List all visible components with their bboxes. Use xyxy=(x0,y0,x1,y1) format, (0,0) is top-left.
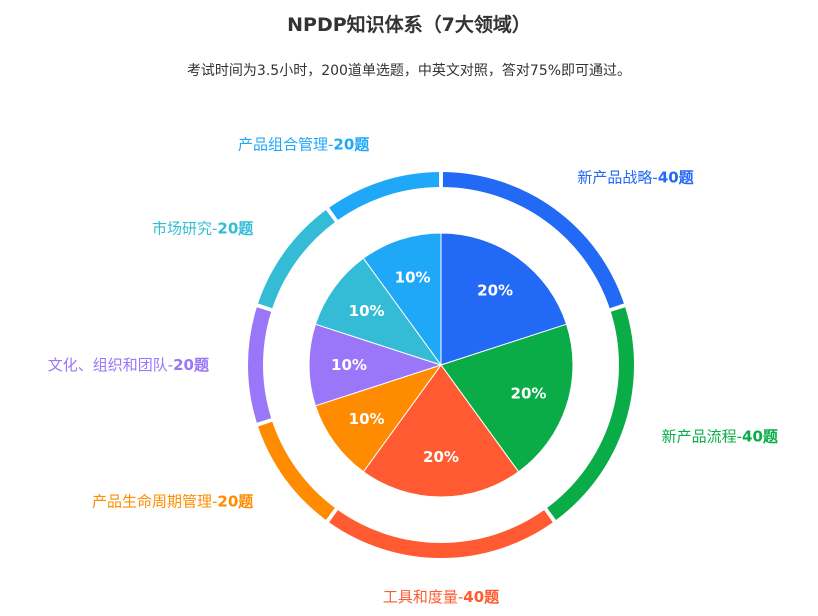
pie-slice xyxy=(440,232,568,366)
ring-segment xyxy=(442,172,624,309)
slice-percent-label: 20% xyxy=(477,282,513,300)
slice-percent-label: 10% xyxy=(349,410,385,428)
ring-segment xyxy=(329,510,553,558)
slice-percent-label: 10% xyxy=(331,356,367,374)
chart-subtitle: 考试时间为3.5小时，200道单选题，中英文对照，答对75%即可通过。 xyxy=(186,63,632,79)
pie-slice xyxy=(314,364,443,473)
pie-slice xyxy=(308,323,443,407)
slice-name-label: 新产品流程-40题 xyxy=(662,428,779,446)
slice-percent-label: 20% xyxy=(511,384,547,402)
slice-name-label: 市场研究-20题 xyxy=(152,220,254,238)
ring-segment xyxy=(329,172,440,220)
slice-percent-label: 10% xyxy=(395,269,431,287)
ring-segment xyxy=(547,307,634,520)
slice-percent-label: 10% xyxy=(349,302,385,320)
pie-slice xyxy=(362,232,442,367)
chart-title: NPDP知识体系（7大领域） xyxy=(287,14,531,36)
pie-slice xyxy=(362,364,520,498)
slice-name-label: 产品组合管理-20题 xyxy=(238,135,370,153)
ring-segment xyxy=(247,307,272,423)
ring-segment xyxy=(258,421,335,520)
slice-name-label: 文化、组织和团队-20题 xyxy=(48,356,210,374)
pie-slice xyxy=(440,323,574,473)
slice-name-label: 新产品战略-40题 xyxy=(577,168,694,186)
slice-percent-label: 20% xyxy=(423,448,459,466)
pie-slice xyxy=(314,257,443,366)
ring-segment xyxy=(258,210,335,309)
slice-name-label: 工具和度量-40题 xyxy=(383,588,500,606)
slice-name-label: 产品生命周期管理-20题 xyxy=(92,492,254,510)
